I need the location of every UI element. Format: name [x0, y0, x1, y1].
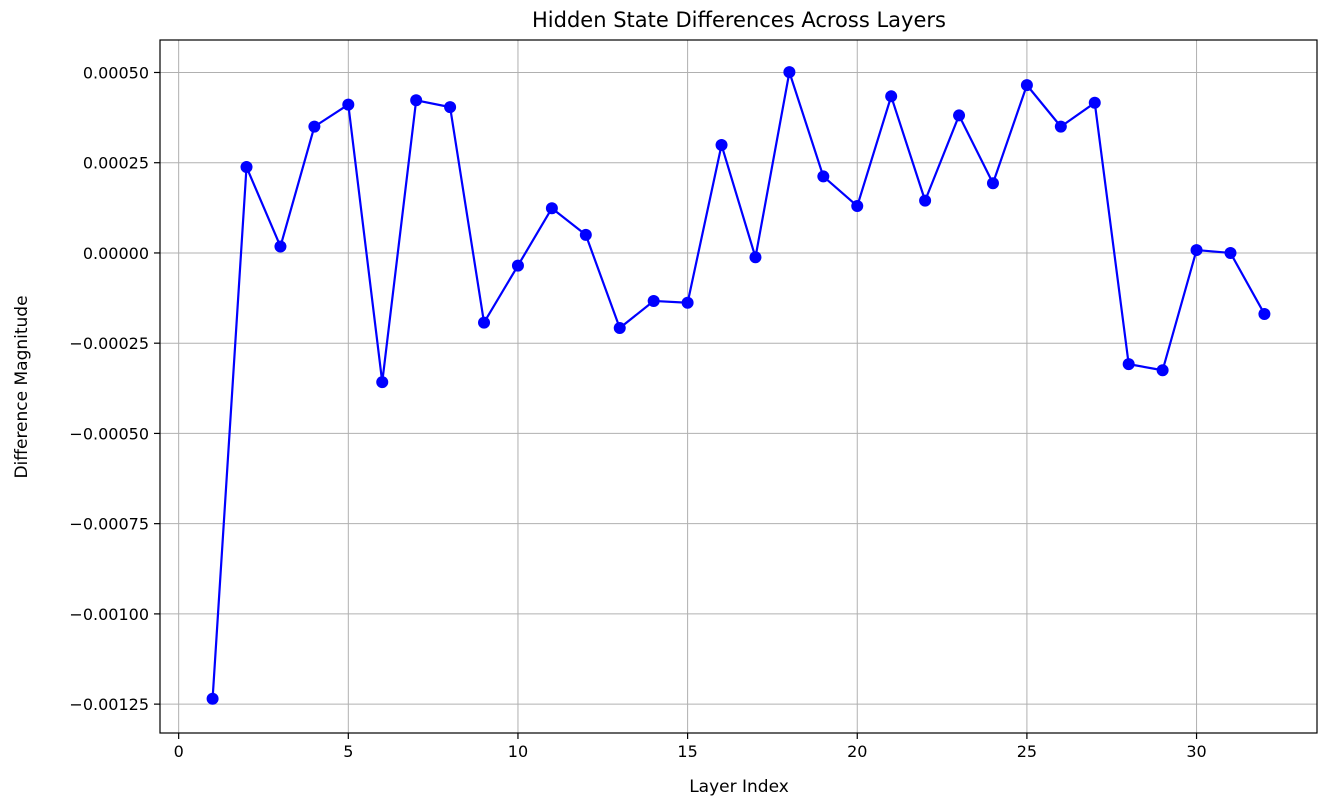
plot-frame — [159, 39, 1318, 734]
data-point — [953, 109, 966, 122]
data-point — [444, 101, 457, 114]
data-point — [919, 194, 932, 207]
y-tick-label: 0.00050 — [83, 63, 149, 82]
data-point — [478, 316, 491, 329]
x-tick-label: 20 — [847, 742, 867, 761]
data-point — [376, 376, 389, 389]
data-point — [885, 90, 898, 103]
x-tick-label: 10 — [508, 742, 528, 761]
y-tick-label: −0.00050 — [69, 424, 149, 443]
x-tick-label: 25 — [1017, 742, 1037, 761]
data-point — [613, 322, 626, 335]
data-point — [749, 251, 762, 264]
data-point — [647, 294, 660, 307]
data-point — [1258, 307, 1271, 320]
data-point — [511, 259, 524, 272]
y-tick-label: −0.00100 — [69, 605, 149, 624]
data-point — [410, 94, 423, 107]
y-tick-label: −0.00075 — [69, 515, 149, 534]
data-point — [206, 692, 219, 705]
data-point — [1088, 96, 1101, 109]
y-tick-label: 0.00025 — [83, 154, 149, 173]
data-point — [681, 296, 694, 309]
y-axis-label: Difference Magnitude — [12, 295, 32, 478]
x-axis-ticks: 0 5 10 15 20 25 30 — [174, 733, 1207, 761]
data-point — [1190, 244, 1203, 257]
data-point — [342, 98, 355, 111]
data-point — [1020, 79, 1033, 92]
y-axis-ticks: 0.00050 0.00025 0.00000 −0.00025 −0.00050 −0.… — [69, 63, 160, 714]
data-point — [986, 177, 999, 190]
data-point — [1156, 364, 1169, 377]
series-line — [211, 71, 1266, 699]
data-point — [851, 200, 864, 213]
chart-title: Hidden State Differences Across Layers — [532, 8, 946, 32]
data-point — [1224, 246, 1237, 259]
data-point — [715, 139, 728, 152]
data-point — [545, 202, 558, 215]
data-point — [579, 228, 592, 241]
series-line-group — [211, 71, 1266, 699]
y-tick-label: −0.00125 — [69, 695, 149, 714]
data-point — [783, 66, 796, 79]
y-tick-label: 0.00000 — [83, 244, 149, 263]
x-tick-label: 5 — [343, 742, 353, 761]
data-point — [1122, 358, 1135, 371]
x-tick-label: 15 — [677, 742, 697, 761]
data-points — [206, 66, 1271, 705]
data-point — [240, 161, 253, 174]
data-point — [274, 240, 287, 253]
x-tick-label: 0 — [174, 742, 184, 761]
x-axis-label: Layer Index — [689, 777, 789, 797]
data-point — [308, 120, 321, 133]
data-point — [1054, 120, 1067, 133]
y-tick-label: −0.00025 — [69, 334, 149, 353]
data-point — [817, 170, 830, 183]
x-tick-label: 30 — [1186, 742, 1206, 761]
grid-lines — [160, 40, 1317, 733]
